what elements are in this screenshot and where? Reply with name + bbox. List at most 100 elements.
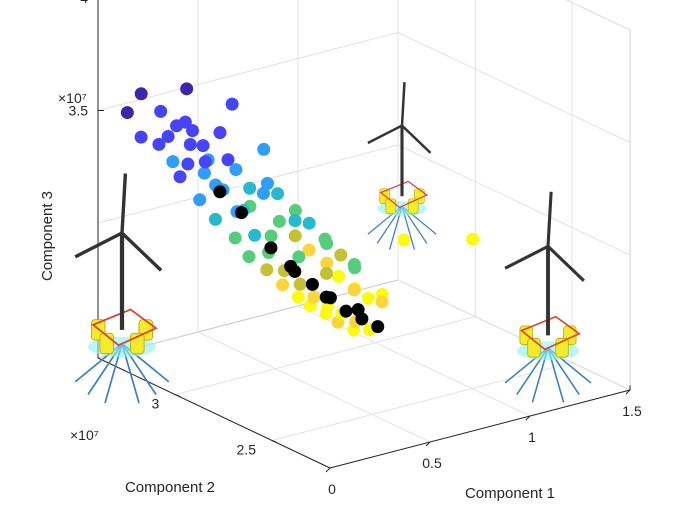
data-point [208, 212, 222, 226]
data-point [181, 157, 195, 171]
blade [367, 124, 403, 145]
data-point [161, 130, 175, 144]
data-point [466, 232, 480, 246]
blade [400, 82, 406, 126]
y-exponent-label: ×10⁷ [70, 427, 99, 443]
grid-line [197, 331, 431, 443]
highlight-point [288, 264, 302, 278]
data-point [264, 229, 278, 243]
data-point [229, 163, 243, 177]
blade [74, 231, 123, 259]
data-point [288, 214, 302, 228]
z-tick-label: 4 [80, 0, 88, 6]
data-point [154, 104, 168, 118]
data-point [225, 97, 239, 111]
data-point [332, 269, 346, 283]
x-tick-mark [625, 389, 631, 395]
z-exponent-label: ×10⁷ [58, 90, 87, 106]
side-wall-pane [397, 0, 631, 391]
data-point [288, 203, 302, 217]
data-point [248, 228, 262, 242]
x-tick-label: 1 [528, 429, 536, 445]
data-point [302, 243, 316, 257]
data-point [120, 106, 134, 120]
axes-box [96, 0, 632, 473]
data-point [186, 124, 200, 138]
data-point [180, 82, 194, 96]
data-point [228, 231, 242, 245]
data-point [256, 186, 270, 200]
blade [120, 231, 163, 272]
data-point [178, 115, 192, 129]
y-tick-mark [271, 440, 278, 443]
z-tick-label: 3.5 [69, 103, 89, 119]
highlight-point [351, 303, 365, 317]
data-point [271, 187, 285, 201]
highlight-point [339, 304, 353, 318]
data-point [334, 248, 348, 262]
x-tick-label: 1.5 [622, 403, 642, 419]
data-point [242, 250, 256, 264]
floating-wind-turbine-icon [504, 191, 592, 403]
platform-frame [519, 315, 581, 351]
data-point [293, 277, 307, 291]
highlight-point [323, 291, 337, 305]
blade [120, 173, 128, 234]
data-point [198, 155, 212, 169]
scatter-points [120, 82, 480, 337]
blade [504, 245, 549, 270]
data-point [166, 155, 180, 169]
back-wall-pane [97, 0, 399, 359]
turbine-icons [74, 82, 592, 404]
data-point [292, 250, 306, 264]
data-point [347, 283, 361, 297]
blade [546, 245, 585, 282]
data-point [320, 237, 334, 251]
data-point [196, 139, 210, 153]
y-axis-label: Component 2 [125, 479, 215, 496]
data-point [276, 278, 290, 292]
data-point [213, 126, 227, 140]
data-point [272, 214, 286, 228]
x-tick-label: 0 [328, 481, 336, 497]
highlight-point [305, 277, 319, 291]
platform-frame [379, 180, 429, 209]
data-point [361, 291, 375, 305]
data-point [134, 87, 148, 101]
data-point [288, 229, 302, 243]
y-tick-label: 3 [152, 396, 160, 412]
data-point [257, 142, 271, 156]
data-point [291, 290, 305, 304]
highlight-point [371, 320, 385, 334]
z-axis-label: Component 3 [39, 191, 56, 281]
floating-wind-turbine-icon [367, 82, 437, 250]
grid-line [397, 279, 631, 391]
data-point [134, 130, 148, 144]
highlight-point [234, 206, 248, 220]
data-point [302, 216, 316, 230]
data-point [347, 257, 361, 271]
data-point [320, 266, 334, 280]
y-tick-label: 2.5 [237, 442, 257, 458]
grid-line [271, 362, 573, 441]
grid-line [397, 144, 631, 256]
y-axis-line [97, 357, 331, 469]
blade [401, 124, 432, 154]
x-tick-mark [525, 415, 531, 421]
data-point [375, 295, 389, 309]
platform-frame [91, 308, 158, 347]
y-tick-mark [175, 394, 181, 398]
data-point [221, 153, 235, 167]
grid-line [175, 316, 476, 396]
floating-wind-turbine-icon [74, 173, 170, 404]
highlight-point [264, 241, 278, 255]
x-tick-mark [325, 467, 331, 473]
data-point [152, 137, 166, 151]
x-axis-label: Component 1 [465, 485, 555, 502]
data-point [397, 233, 411, 247]
highlight-point [213, 185, 227, 199]
data-point [260, 176, 274, 190]
blade [546, 191, 553, 247]
